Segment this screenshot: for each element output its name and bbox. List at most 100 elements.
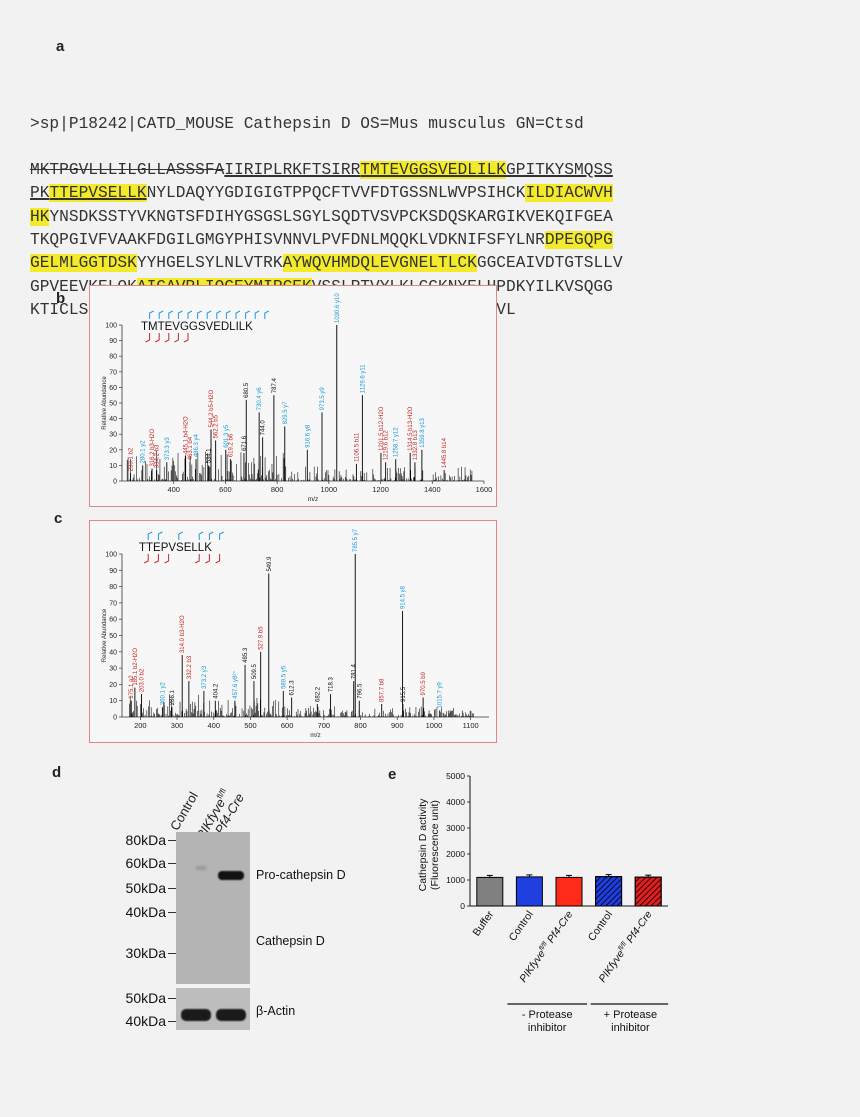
y-tick-label: 20 <box>109 682 117 689</box>
y-tick-label: 100 <box>105 552 117 559</box>
b-ion-marker <box>194 554 200 564</box>
x-tick-label: 1100 <box>463 721 479 730</box>
peak-label: 612.3 <box>290 680 296 696</box>
marker-ticks <box>168 840 176 841</box>
y-ion-marker <box>235 310 241 319</box>
peak-label: 404.2 <box>213 683 219 699</box>
x-tick-label: 400 <box>167 485 180 494</box>
activity-bar <box>555 876 583 907</box>
y-tick-label: 80 <box>109 354 117 361</box>
y-tick-label: 40 <box>109 416 117 423</box>
marker-50kda: 50kDa <box>125 880 166 896</box>
spectrum-b: 0 10 20 30 40 50 60 70 80 90 100 400 600 800 1000 1200 1… <box>102 293 492 503</box>
y-tick-label: 5000 <box>446 771 465 781</box>
y-tick-label: 50 <box>109 633 117 640</box>
peak-label: 175.1 a2 <box>129 675 135 699</box>
x-tick-label: 1000 <box>426 721 443 730</box>
peak-label: 457.6 y8²⁺ <box>232 671 239 699</box>
svg-text:Control: Control <box>507 909 536 944</box>
b-ion-marker <box>143 554 149 564</box>
b-ion-marker <box>164 554 170 564</box>
x-tick-label: 700 <box>318 721 331 730</box>
spectrum-c: 0 10 20 30 40 50 60 70 80 90 100 200 300 400 500 600 700… <box>102 528 489 739</box>
peak-label: 916.6 y8 <box>305 424 311 448</box>
y-tick-label: 70 <box>109 369 117 376</box>
peak-label: 601.3 y5 <box>224 424 230 448</box>
panel-label-b: b <box>56 290 66 307</box>
peak-label: 486.3 y4 <box>194 433 200 457</box>
panel-label-e: e <box>388 766 397 783</box>
noise-peaks <box>129 694 474 717</box>
svg-text:Control: Control <box>586 909 615 944</box>
peak-label: 785.5 y7 <box>353 528 359 552</box>
y-tick-label: 0 <box>460 901 465 911</box>
propeptide-segment: PK <box>30 184 50 203</box>
peak-label: 373.3 y3 <box>165 437 171 461</box>
peak-label: 562.2 b5 <box>214 414 220 438</box>
peak-label: 718.3 <box>329 677 335 693</box>
peak-label: 485.3 <box>243 647 249 663</box>
b-ion-marker <box>154 333 160 343</box>
peak-label: 534.1 <box>206 448 212 464</box>
y-tick-label: 1000 <box>446 875 465 885</box>
y-ion-marker <box>219 531 224 540</box>
blot-band-actin-ko <box>216 1009 246 1021</box>
y-ion-marker <box>206 310 212 319</box>
sequence-segment: NYLDAQYYGDIGIGTPPQCFTVVFDTGSSNLWVPSIHCK <box>146 184 526 203</box>
y-ion-marker <box>187 310 193 319</box>
y-tick-label: 70 <box>109 600 117 607</box>
category-label: Control <box>586 909 615 944</box>
identified-peptide: TMTEVGGSVEDLILK <box>360 161 507 180</box>
svg-text:Buffer: Buffer <box>470 908 496 938</box>
y-tick-label: 10 <box>109 463 117 470</box>
category-label: Control <box>507 909 536 944</box>
y-tick-label: 50 <box>109 401 117 408</box>
x-tick-label: 1200 <box>372 485 389 494</box>
group-label-plus-line2: inhibitor <box>611 1022 650 1034</box>
b-ion-marker <box>154 554 159 564</box>
y-axis-label-line2: (Fluorescence unit) <box>429 800 441 890</box>
y-ion-marker <box>254 310 260 319</box>
blot-band-procathepsin <box>218 871 244 880</box>
marker-80kda: 80kDa <box>125 832 166 848</box>
peak-label: 1219.6 b12 <box>384 430 390 461</box>
marker-30kda: 30kDa <box>125 945 166 961</box>
x-tick-label: 400 <box>207 721 220 730</box>
sequence-segment: TKQPGIVFVAAKFDGILGMGYPHISVNNVLPVFDNLMQQK… <box>30 231 545 250</box>
identified-peptide: ILDIACWVH <box>525 184 613 203</box>
sequence-segment: YNSDKSSTYVKNGTSFDIHYGSGSLSGYLSQDTVSVPCKS… <box>49 207 613 226</box>
group-label-plus-line1: + Protease <box>604 1009 658 1021</box>
blot-membrane-top <box>176 832 250 984</box>
y-ion-marker <box>158 310 164 319</box>
y-tick-label: 90 <box>109 338 117 345</box>
peak-label: 730.4 y6 <box>257 387 263 411</box>
peak-label: 260.1 y2 <box>160 682 166 706</box>
peak-label: 680.5 <box>244 382 250 398</box>
peak-label: 682.2 <box>315 686 321 702</box>
y-ion-marker <box>264 310 270 319</box>
peptide-sequence-label: TMTEVGGSVEDLILK <box>141 321 253 333</box>
peak-label: 286.1 <box>170 690 176 706</box>
y-tick-label: 2000 <box>446 849 465 859</box>
y-ion-marker <box>168 310 174 319</box>
peak-label: 1201.5 b12-H2O <box>379 406 385 451</box>
group-label-minus-line2: inhibitor <box>528 1022 567 1034</box>
y-tick-label: 10 <box>109 698 117 705</box>
propeptide-segment: IIRIPLRKFTSIRR <box>224 161 361 180</box>
peak-label: 1129.6 y11 <box>360 364 366 393</box>
sequence-segment: GGCEAIVDTGTSLLV <box>476 254 623 273</box>
activity-bar <box>476 876 504 907</box>
protein-sequence: >sp|P18242|CATD_MOUSE Cathepsin D OS=Mus… <box>30 66 623 322</box>
y-tick-label: 90 <box>109 568 117 575</box>
peak-label: 334.2 b3 <box>155 444 161 468</box>
y-tick-label: 80 <box>109 584 117 591</box>
identified-peptide: AYWQVHMDQLEVGNELTLCK <box>282 254 477 273</box>
panel-label-a: a <box>56 38 65 55</box>
panel-label-d: d <box>52 764 62 781</box>
sequence-line: PKTTEPVSELLKNYLDAQYYGDIGIGTPPQCFTVVFDTGS… <box>30 182 623 205</box>
y-tick-label: 3000 <box>446 823 465 833</box>
peak-label: 527.9 b5 <box>259 626 265 650</box>
x-tick-label: 1000 <box>321 485 338 494</box>
marker-50kda-actin: 50kDa <box>125 990 166 1006</box>
x-tick-label: 500 <box>244 721 257 730</box>
